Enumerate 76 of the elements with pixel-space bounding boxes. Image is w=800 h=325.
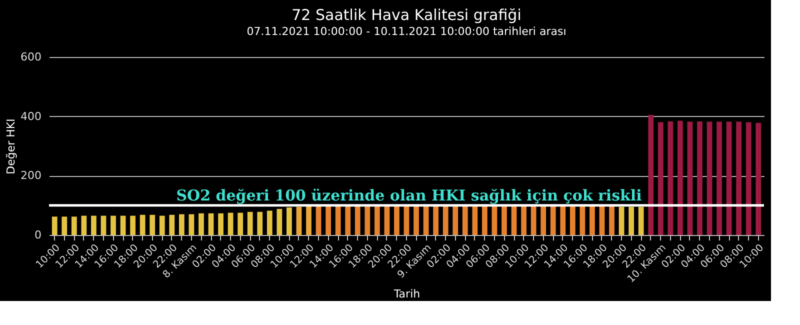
bar [472,204,478,235]
bar [394,205,400,235]
bar [550,205,556,235]
bar [257,212,263,235]
bar [414,204,419,235]
bar [530,205,536,235]
bar [335,205,341,235]
bar [91,216,96,235]
bar [462,204,468,235]
bar [609,206,614,235]
bar [638,206,644,235]
x-axis-title: Tarih [392,287,420,300]
bar [570,205,576,235]
bar [452,204,458,235]
bar [482,204,488,235]
bar [374,205,380,235]
y-tick-label: 200 [20,169,42,182]
bar [71,216,77,235]
chart-subtitle: 07.11.2021 10:00:00 - 10.11.2021 10:00:00 tarihleri arası [246,25,566,38]
bar [159,216,165,235]
bar [276,208,282,235]
bar [247,212,253,235]
bar [726,122,732,235]
bar [364,205,370,235]
bar [618,206,624,235]
bar [188,214,194,235]
bar [228,212,234,235]
bar [100,216,106,235]
bar [442,204,448,235]
ref-line-label: SO2 değeri 100 üzerinde olan HKI sağlık için çok riskli [176,186,642,204]
bar [433,204,439,235]
bar [540,205,546,235]
bar [208,213,214,235]
bar [560,205,566,235]
bar [648,114,654,235]
bar [140,214,146,235]
bar [658,122,664,235]
y-tick-label: 0 [34,228,42,242]
bar [52,216,58,235]
bar [306,206,312,235]
y-tick-label: 600 [20,50,42,64]
bar [502,205,507,235]
bar [198,213,204,235]
bar [706,122,712,235]
bar [521,205,526,235]
bar [677,120,683,235]
bar [218,213,224,235]
bar [169,214,175,235]
bar [316,206,322,235]
bar [354,205,360,235]
bar [716,122,722,235]
bar [150,214,156,235]
bar [81,216,87,235]
y-tick-label: 400 [20,110,42,123]
bar [736,122,742,235]
bar [120,216,126,235]
bar [266,210,272,235]
bar [590,205,595,235]
y-axis-title: Değer HKI [4,118,18,174]
bar [599,206,605,235]
bar [687,122,693,235]
bar [668,121,674,235]
chart-title: 72 Saatlik Hava Kalitesi grafiği [292,6,522,24]
bar [326,205,331,235]
bar [110,216,116,235]
bar [756,122,762,235]
bar [130,216,136,235]
bar [179,214,184,235]
bar [286,207,292,235]
bar [296,206,302,235]
bar [628,206,634,235]
bar [62,216,68,235]
bar [746,122,752,235]
bar [697,121,702,235]
bar [238,212,244,235]
bar [345,205,351,235]
